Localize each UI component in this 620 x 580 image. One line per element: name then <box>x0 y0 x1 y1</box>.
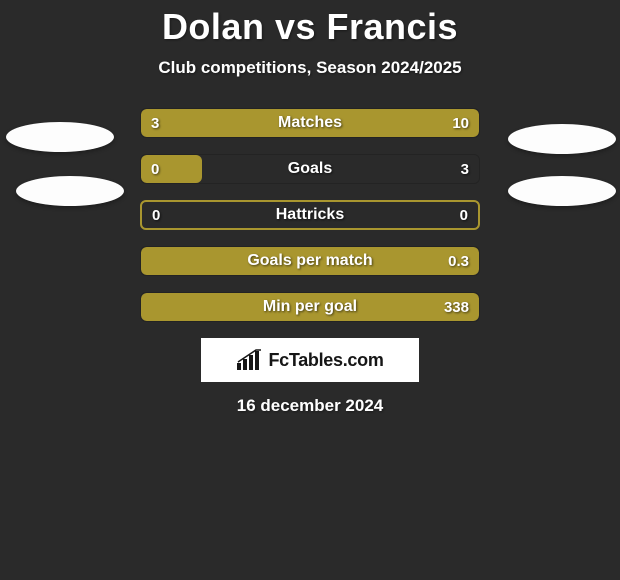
stat-rows: 3Matches100Goals30Hattricks0Goals per ma… <box>140 108 480 322</box>
stat-row: Min per goal338 <box>140 292 480 322</box>
stat-right-value: 0.3 <box>448 247 469 275</box>
stat-row: 0Goals3 <box>140 154 480 184</box>
player-left-avatar-1 <box>6 122 114 152</box>
stat-fill <box>141 247 479 275</box>
stat-row: 0Hattricks0 <box>140 200 480 230</box>
stat-left-value: 0 <box>151 155 159 183</box>
stat-right-value: 338 <box>444 293 469 321</box>
comparison-card: Dolan vs Francis Club competitions, Seas… <box>0 0 620 580</box>
stat-fill <box>141 293 479 321</box>
player-right-avatar-2 <box>508 176 616 206</box>
stat-right-value: 0 <box>460 202 468 228</box>
date-label: 16 december 2024 <box>0 396 620 416</box>
stat-right-value: 10 <box>452 109 469 137</box>
stat-left-value: 0 <box>152 202 160 228</box>
page-title: Dolan vs Francis <box>0 6 620 48</box>
stat-right-value: 3 <box>461 155 469 183</box>
stat-fill <box>141 109 479 137</box>
stat-row: Goals per match0.3 <box>140 246 480 276</box>
stat-left-value: 3 <box>151 109 159 137</box>
branding-badge: FcTables.com <box>201 338 419 382</box>
subtitle: Club competitions, Season 2024/2025 <box>0 58 620 78</box>
branding-text: FcTables.com <box>268 350 383 371</box>
player-left-avatar-2 <box>16 176 124 206</box>
stat-row: 3Matches10 <box>140 108 480 138</box>
bars-icon <box>236 349 262 371</box>
stat-label: Hattricks <box>142 202 478 228</box>
player-right-avatar-1 <box>508 124 616 154</box>
